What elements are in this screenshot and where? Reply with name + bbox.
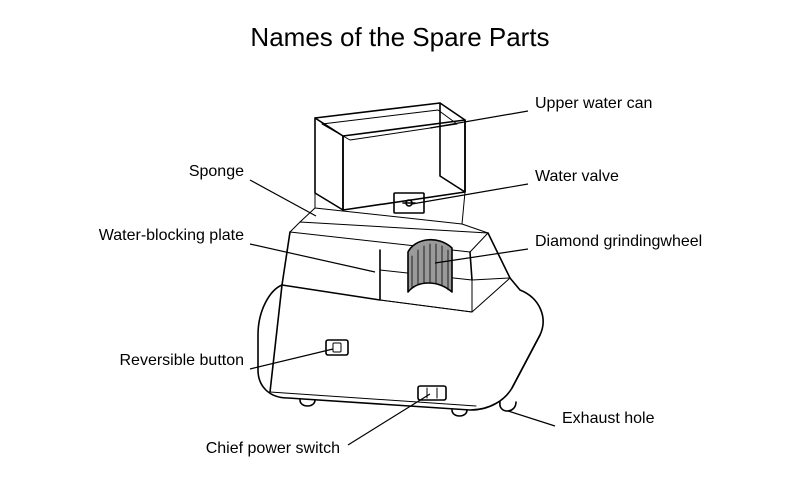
label-water-blocking-plate: Water-blocking plate — [99, 227, 244, 245]
label-exhaust-hole: Exhaust hole — [562, 410, 655, 428]
label-water-valve: Water valve — [535, 168, 619, 186]
label-chief-power-switch: Chief power switch — [206, 440, 340, 458]
label-sponge: Sponge — [189, 163, 244, 181]
label-reversible-button: Reversible button — [119, 352, 244, 370]
label-diamond-wheel: Diamond grindingwheel — [535, 233, 702, 251]
label-upper-water-can: Upper water can — [535, 95, 652, 113]
